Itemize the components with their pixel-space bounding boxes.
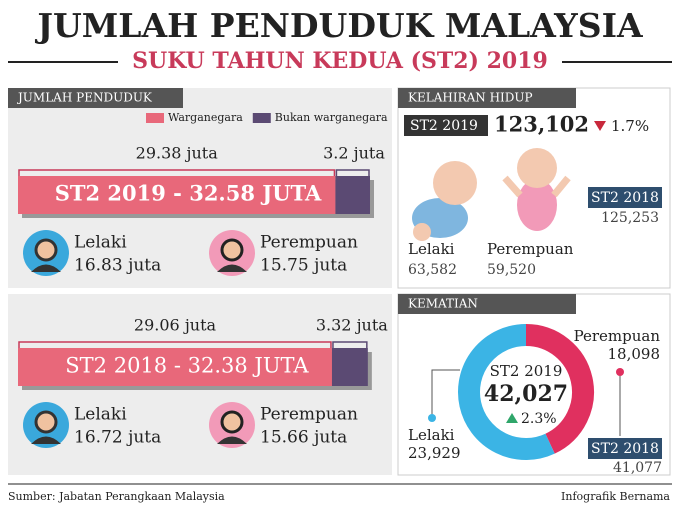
donut-segment xyxy=(525,324,594,454)
value: 23,929 xyxy=(408,444,461,462)
bracket xyxy=(332,341,368,348)
subtitle: SUKU TAHUN KEDUA (ST2) 2019 xyxy=(132,48,548,74)
legend-label: Warganegara xyxy=(168,111,243,124)
leader-dot xyxy=(616,368,624,376)
avatar-head xyxy=(34,410,58,434)
leader-dot xyxy=(428,414,436,422)
change: 1.7% xyxy=(611,117,649,135)
panel xyxy=(8,88,392,475)
total: 123,102 xyxy=(494,112,589,137)
change: 2.3% xyxy=(521,411,557,427)
avatar-body xyxy=(31,264,61,272)
bracket-label: 3.2 juta xyxy=(323,144,385,163)
panel-heading-bg xyxy=(398,294,576,314)
avatar-head xyxy=(220,410,244,434)
bracket xyxy=(18,341,332,348)
bar-segment xyxy=(18,176,336,214)
value: 59,520 xyxy=(487,262,536,278)
avatar-body xyxy=(31,436,61,444)
period: ST2 2018 xyxy=(591,190,659,206)
person-value: 15.66 juta xyxy=(260,428,347,448)
label: Lelaki xyxy=(408,240,455,258)
panel-heading: KELAHIRAN HIDUP xyxy=(408,91,533,105)
label: Perempuan xyxy=(487,240,574,258)
bar-segment xyxy=(18,348,332,386)
total: 42,027 xyxy=(484,381,568,407)
label: Perempuan xyxy=(574,327,661,345)
source: Sumber: Jabatan Perangkaan Malaysia xyxy=(8,490,225,503)
bar-label: ST2 2019 - 32.58 JUTA xyxy=(55,181,322,206)
bracket-label: 3.32 juta xyxy=(316,316,388,335)
down-arrow xyxy=(594,121,606,131)
period-box xyxy=(588,187,662,208)
value: 18,098 xyxy=(608,345,661,363)
value: 63,582 xyxy=(408,262,457,278)
panel-heading: KEMATIAN xyxy=(408,297,478,311)
bar-segment xyxy=(331,348,368,386)
period-box xyxy=(588,438,662,459)
label: Lelaki xyxy=(408,426,455,444)
up-arrow xyxy=(506,413,518,423)
avatar-body xyxy=(217,264,247,272)
total: 125,253 xyxy=(601,210,659,226)
baby-boy xyxy=(412,161,477,241)
panel-heading-bg xyxy=(8,88,183,108)
bar-segment xyxy=(335,176,370,214)
person-label: Perempuan xyxy=(260,233,358,253)
bracket-label: 29.06 juta xyxy=(134,316,217,335)
credit: Infografik Bernama xyxy=(561,490,670,503)
separator xyxy=(8,288,392,294)
avatar-head xyxy=(34,238,58,262)
legend-label: Bukan warganegara xyxy=(275,111,388,124)
bar-label: ST2 2018 - 32.38 JUTA xyxy=(65,354,309,378)
person-value: 16.72 juta xyxy=(74,428,161,448)
person-value: 15.75 juta xyxy=(260,256,347,276)
baby-girl xyxy=(502,148,571,231)
avatar-body xyxy=(217,436,247,444)
legend-swatch xyxy=(146,113,164,123)
person-label: Lelaki xyxy=(74,405,127,425)
bracket xyxy=(18,169,336,176)
donut-segment xyxy=(458,324,555,460)
person-label: Perempuan xyxy=(260,405,358,425)
period: ST2 2019 xyxy=(410,118,478,134)
donut xyxy=(458,324,594,460)
panel-heading: JUMLAH PENDUDUK xyxy=(16,91,153,105)
panel-heading-bg xyxy=(398,88,576,108)
bracket-label: 29.38 juta xyxy=(136,144,219,163)
period: ST2 2019 xyxy=(490,362,563,380)
legend-swatch xyxy=(252,113,271,123)
period: ST2 2018 xyxy=(591,441,659,457)
person-value: 16.83 juta xyxy=(74,256,161,276)
total: 41,077 xyxy=(613,460,662,476)
avatar-head xyxy=(220,238,244,262)
period-box xyxy=(404,115,488,136)
person-label: Lelaki xyxy=(74,233,127,253)
title: JUMLAH PENDUDUK MALAYSIA xyxy=(34,6,643,45)
leader xyxy=(431,369,460,418)
bracket xyxy=(335,169,370,176)
